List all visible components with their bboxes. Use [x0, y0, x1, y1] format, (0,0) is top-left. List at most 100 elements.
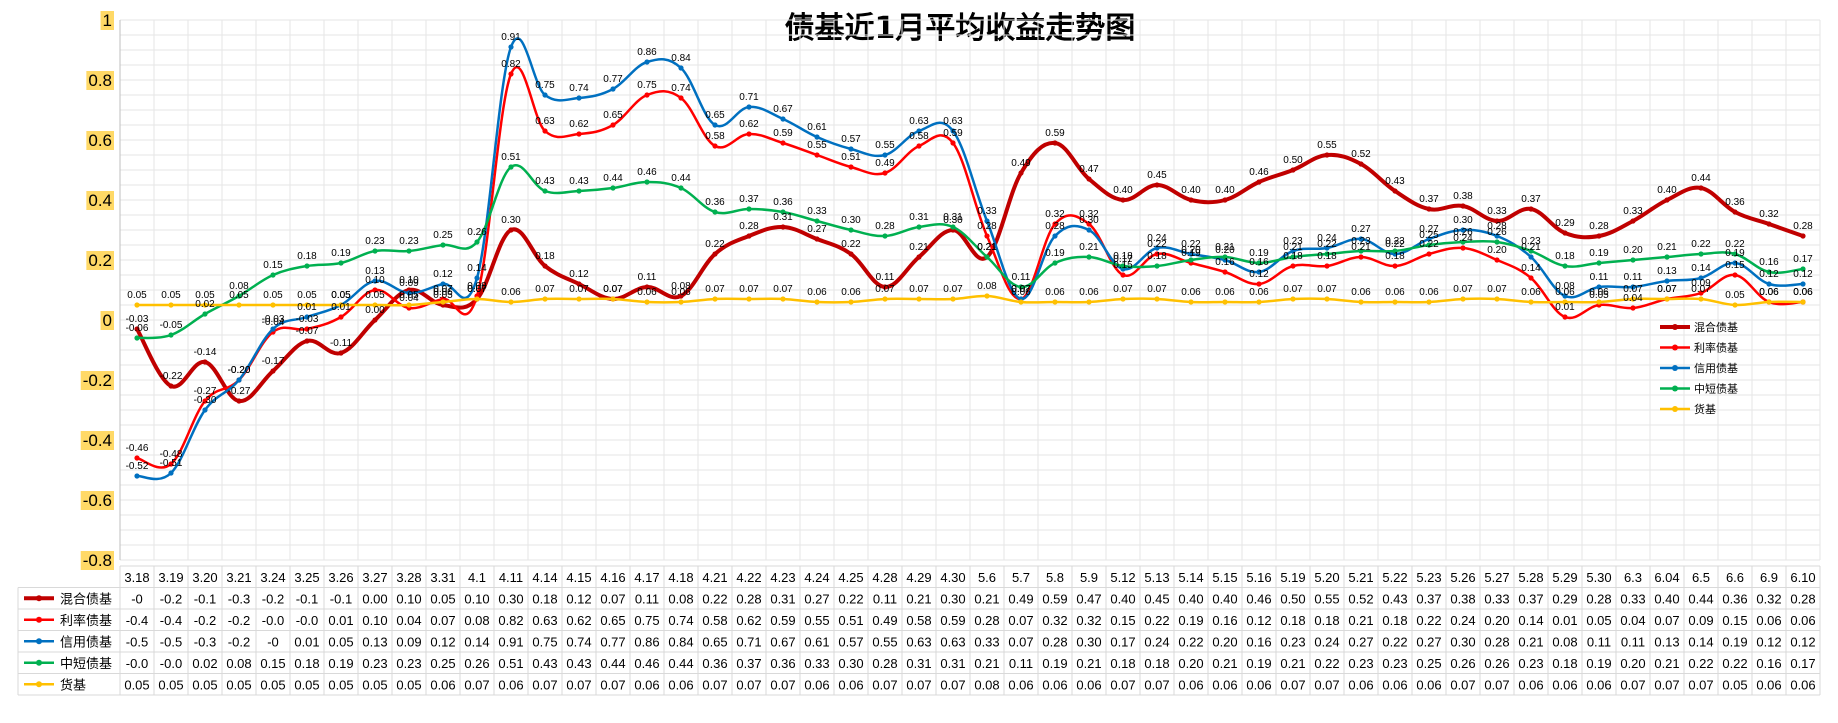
- table-cell: 0.59: [1042, 591, 1067, 606]
- data-label: -0.20: [228, 365, 251, 376]
- data-point: [1392, 263, 1398, 269]
- data-label: 0.28: [1793, 221, 1813, 232]
- table-cell: 0.37: [736, 656, 761, 671]
- data-point: [1528, 275, 1534, 281]
- data-label: 0.22: [1691, 239, 1711, 250]
- data-label: 0.18: [1113, 251, 1133, 262]
- data-point: [1154, 296, 1160, 302]
- data-label: 0.84: [671, 53, 691, 64]
- data-label: 0.08: [229, 281, 249, 292]
- data-label: 0.55: [1317, 140, 1337, 151]
- data-point: [134, 473, 140, 479]
- data-label: 0.49: [1011, 158, 1031, 169]
- data-point: [1256, 179, 1262, 185]
- x-tick-label: 4.22: [736, 570, 761, 585]
- table-cell: 0.21: [1280, 656, 1305, 671]
- data-point: [338, 350, 344, 356]
- table-cell: 0.24: [1450, 613, 1475, 628]
- data-label: 0.15: [1725, 260, 1745, 271]
- table-cell: 0.19: [1042, 656, 1067, 671]
- data-label: 0.33: [1623, 206, 1643, 217]
- table-cell: 0.25: [1416, 656, 1441, 671]
- table-cell: 0.06: [1008, 677, 1033, 692]
- data-point: [1426, 236, 1432, 242]
- x-tick-label: 5.30: [1586, 570, 1611, 585]
- table-cell: 0.23: [1280, 634, 1305, 649]
- y-tick-label: -0.8: [83, 551, 112, 570]
- table-cell: 0.06: [1212, 677, 1237, 692]
- table-cell: -0.4: [126, 613, 148, 628]
- data-table: 3.18 3.19 3.20 3.21 3.24 3.25 3.26 3.27 3.28 3.31…: [17, 565, 1821, 696]
- x-tick-label: 5.28: [1518, 570, 1543, 585]
- data-point: [134, 335, 140, 341]
- data-label: 0.25: [1419, 230, 1439, 241]
- table-cell: 0.07: [1450, 677, 1475, 692]
- table-series-name: 中短债基: [60, 656, 112, 671]
- data-point: [1766, 299, 1772, 305]
- data-point: [916, 224, 922, 230]
- table-cell: 0.12: [1246, 613, 1271, 628]
- data-point: [542, 296, 548, 302]
- data-label: -0.48: [160, 449, 183, 460]
- table-cell: 0.33: [974, 634, 999, 649]
- series-line: [137, 294, 1804, 307]
- data-label: 0.07: [535, 284, 555, 295]
- data-label: 0.36: [773, 197, 793, 208]
- data-point: [1732, 302, 1738, 308]
- data-point: [168, 470, 174, 476]
- table-cell: 0.57: [838, 634, 863, 649]
- table-cell: 0.08: [974, 677, 999, 692]
- table-cell: 0.10: [396, 591, 421, 606]
- legend-marker: [1672, 344, 1678, 351]
- table-cell: -0.2: [160, 591, 182, 606]
- data-label: 0.47: [1079, 164, 1099, 175]
- data-point: [474, 239, 480, 245]
- data-label: 0.44: [1691, 173, 1711, 184]
- table-cell: 0.02: [192, 656, 217, 671]
- data-point: [916, 128, 922, 134]
- data-label: 0.04: [399, 293, 419, 304]
- data-label: 0.07: [1011, 284, 1031, 295]
- data-label: 0.27: [1351, 224, 1371, 235]
- data-point: [304, 302, 310, 308]
- data-point: [576, 188, 582, 194]
- data-point: [746, 296, 752, 302]
- data-label: 0.06: [1181, 287, 1201, 298]
- data-label: 0.63: [535, 116, 555, 127]
- y-tick-label: 0.6: [88, 131, 112, 150]
- data-label: 0.28: [739, 221, 759, 232]
- data-label: 0.19: [1249, 248, 1269, 259]
- data-label: 0.06: [1589, 287, 1609, 298]
- table-cell: 0.28: [872, 656, 897, 671]
- data-point: [576, 296, 582, 302]
- data-point: [1528, 299, 1534, 305]
- data-label: 0.43: [535, 176, 555, 187]
- y-tick-highlight: [80, 551, 114, 570]
- data-label: 0.07: [1487, 284, 1507, 295]
- table-cell: 0.28: [1586, 591, 1611, 606]
- table-cell: 0.32: [1042, 613, 1067, 628]
- data-point: [1766, 221, 1772, 227]
- table-cell: 0.33: [804, 656, 829, 671]
- data-label: 0.40: [1181, 185, 1201, 196]
- data-label: 0.07: [875, 284, 895, 295]
- table-cell: 0.06: [1756, 613, 1781, 628]
- data-point: [168, 383, 174, 389]
- data-point: [576, 95, 582, 101]
- data-point: [1324, 152, 1330, 158]
- data-label: 0.18: [1283, 251, 1303, 262]
- data-label: 0.37: [1419, 194, 1439, 205]
- data-point: [644, 179, 650, 185]
- data-label: 0.07: [467, 284, 487, 295]
- data-label: 0.24: [1453, 233, 1473, 244]
- y-tick-label: -0.6: [83, 491, 112, 510]
- table-cell: 0.22: [1722, 656, 1747, 671]
- table-cell: 0.09: [396, 634, 421, 649]
- data-label: 0.07: [603, 284, 623, 295]
- data-label: 0.06: [1793, 287, 1813, 298]
- table-cell: 0.12: [1790, 634, 1815, 649]
- data-point: [1324, 296, 1330, 302]
- table-cell: 0.07: [702, 677, 727, 692]
- data-label: 0.62: [739, 119, 759, 130]
